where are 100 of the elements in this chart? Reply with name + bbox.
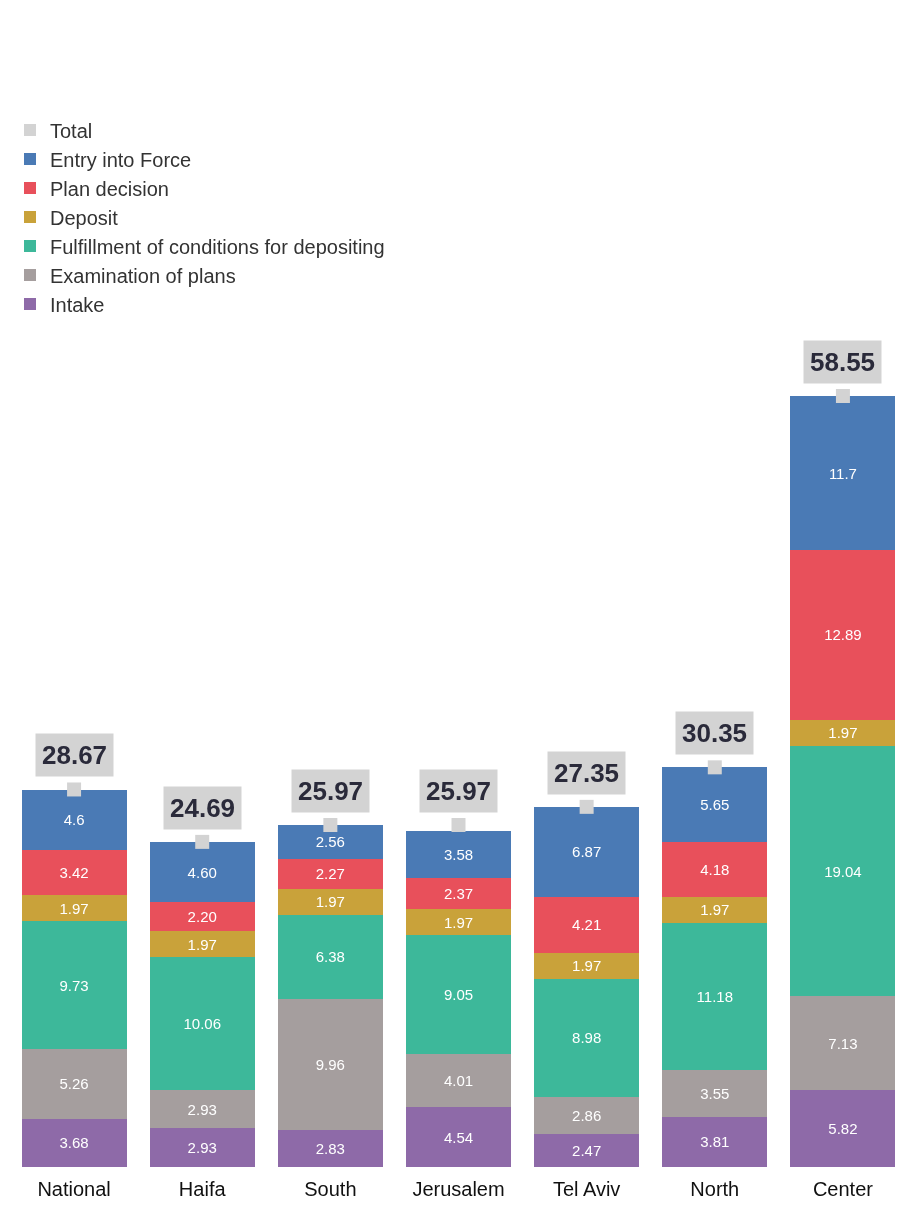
data-label: 1.97 xyxy=(828,724,858,742)
x-tick-label: South xyxy=(304,1178,357,1200)
bar xyxy=(277,1129,383,1167)
data-label: 2.27 xyxy=(315,865,345,883)
data-label: 9.05 xyxy=(443,986,474,1004)
x-tick-label: National xyxy=(37,1178,111,1200)
data-label: 2.83 xyxy=(315,1139,345,1157)
bar xyxy=(534,897,640,953)
x-tick-label: North xyxy=(690,1178,740,1200)
bar xyxy=(21,850,127,896)
bar xyxy=(405,830,512,879)
data-label: 4.6 xyxy=(63,811,85,829)
data-label: 6.87 xyxy=(572,843,602,861)
point xyxy=(579,799,594,814)
bar xyxy=(21,895,127,922)
bar xyxy=(662,767,768,842)
data-label: 27.35 xyxy=(554,758,620,788)
bar xyxy=(790,745,896,997)
point xyxy=(323,818,338,833)
data-label: 12.89 xyxy=(824,626,862,644)
legend-label: Intake xyxy=(50,293,105,316)
data-label: 4.18 xyxy=(700,860,730,878)
bar xyxy=(662,1116,768,1167)
data-label: 2.86 xyxy=(572,1107,602,1125)
bar xyxy=(405,935,512,1055)
legend-label: Total xyxy=(50,119,93,142)
bar xyxy=(662,1070,768,1117)
bar xyxy=(149,902,255,932)
x-tick-label: Center xyxy=(812,1178,874,1200)
data-label: 24.69 xyxy=(170,793,236,823)
data-label: 2.37 xyxy=(443,885,474,903)
data-label: 8.98 xyxy=(572,1029,602,1047)
data-label: 4.21 xyxy=(572,916,602,934)
bar xyxy=(662,841,768,897)
data-label: 25.97 xyxy=(426,776,492,806)
data-label: 2.47 xyxy=(572,1142,602,1160)
bar xyxy=(405,909,512,936)
bar xyxy=(790,1090,896,1167)
data-label: 3.55 xyxy=(700,1084,730,1102)
bar xyxy=(790,396,896,551)
bar xyxy=(277,998,383,1130)
legend-label: Entry into Force xyxy=(50,148,192,171)
x-tick-label: Haifa xyxy=(178,1178,227,1200)
bar xyxy=(149,1128,255,1167)
legend-label: Fulfillment of conditions for depositing xyxy=(50,235,385,258)
bar xyxy=(21,789,127,851)
bar xyxy=(534,806,640,898)
data-label: 2.20 xyxy=(187,908,217,926)
bar xyxy=(790,996,896,1091)
data-label: 25.97 xyxy=(298,776,364,806)
bar xyxy=(277,888,383,915)
data-label: 3.68 xyxy=(59,1134,89,1152)
data-label: 19.04 xyxy=(824,862,862,880)
bar xyxy=(534,978,640,1097)
bar xyxy=(790,550,896,720)
data-label: 1.97 xyxy=(315,893,345,911)
x-tick-label: Tel Aviv xyxy=(552,1178,621,1200)
bar xyxy=(277,825,383,859)
data-label: 2.56 xyxy=(315,833,345,851)
data-label: 58.55 xyxy=(810,347,876,377)
data-label: 5.26 xyxy=(59,1075,89,1093)
data-label: 4.54 xyxy=(443,1128,474,1146)
legend-label: Examination of plans xyxy=(50,264,236,287)
bar xyxy=(405,1107,512,1167)
data-label: 3.81 xyxy=(700,1133,730,1151)
bar xyxy=(662,922,768,1071)
bar xyxy=(21,921,127,1050)
data-label: 10.06 xyxy=(183,1015,221,1033)
bar xyxy=(790,719,896,746)
bar xyxy=(277,858,383,889)
data-label: 6.38 xyxy=(315,948,345,966)
data-label: 28.67 xyxy=(42,740,108,770)
bar xyxy=(21,1118,127,1167)
data-label: 2.93 xyxy=(187,1100,217,1118)
data-label: 1.97 xyxy=(572,957,602,975)
bar xyxy=(277,914,383,999)
bar xyxy=(21,1049,127,1119)
bar xyxy=(149,957,255,1090)
data-label: 1.97 xyxy=(443,913,474,931)
bar xyxy=(149,931,255,958)
x-tick-label: Jerusalem xyxy=(412,1178,505,1200)
point xyxy=(67,782,82,797)
bar xyxy=(405,1054,512,1108)
data-label: 2.93 xyxy=(187,1139,217,1157)
data-label: 11.18 xyxy=(696,987,733,1005)
bar xyxy=(662,896,768,923)
data-label: 7.13 xyxy=(828,1034,858,1052)
bar xyxy=(534,952,640,979)
data-label: 5.65 xyxy=(700,796,730,814)
bar xyxy=(534,1096,640,1135)
bar xyxy=(149,1089,255,1129)
bar xyxy=(405,878,512,910)
data-label: 1.97 xyxy=(59,899,89,917)
point xyxy=(195,834,210,849)
data-label: 3.42 xyxy=(59,864,89,882)
bar xyxy=(149,841,255,903)
data-label: 30.35 xyxy=(682,718,748,748)
data-label: 5.82 xyxy=(828,1120,858,1138)
data-label: 1.97 xyxy=(700,901,730,919)
point xyxy=(451,818,466,833)
